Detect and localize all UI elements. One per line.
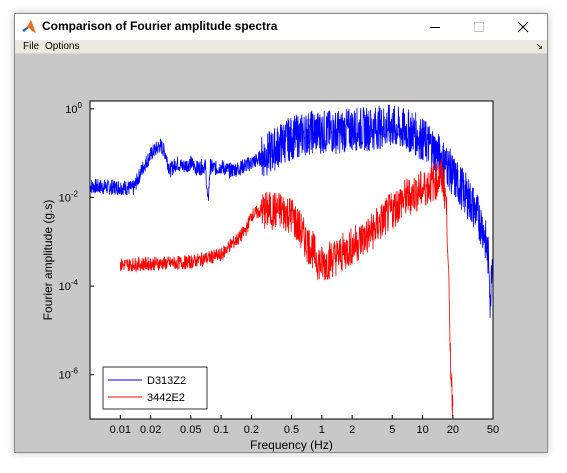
x-tick-label-0: 0.01 — [110, 424, 131, 436]
title-bar[interactable]: Comparison of Fourier amplitude spectra — [15, 14, 547, 40]
y-tick-label-0: 100 — [65, 101, 82, 116]
maximize-icon — [474, 22, 484, 32]
close-icon — [517, 21, 529, 33]
figure-window: Comparison of Fourier amplitude spectra … — [14, 13, 548, 453]
x-tick-label-1: 0.02 — [140, 424, 161, 436]
chart-legend: D313Z2 3442E2 — [102, 366, 208, 410]
legend-box — [102, 366, 208, 410]
y-tick-label-2: 10-4 — [59, 278, 79, 293]
window-title: Comparison of Fourier amplitude spectra — [42, 19, 278, 33]
x-tick-label-10: 20 — [447, 424, 459, 436]
minimize-icon — [430, 27, 440, 28]
dock-arrow-icon[interactable]: ↘ — [535, 41, 543, 51]
x-tick-label-6: 1 — [319, 424, 325, 436]
y-tick-label-1: 10-2 — [59, 189, 79, 204]
matlab-icon — [22, 20, 36, 33]
series-line-0 — [89, 104, 494, 319]
x-tick-label-2: 0.05 — [180, 424, 201, 436]
y-tick-label-3: 10-6 — [59, 367, 79, 382]
x-tick-label-5: 0.5 — [284, 424, 299, 436]
x-tick-label-9: 10 — [416, 424, 428, 436]
minimize-button[interactable] — [413, 14, 457, 40]
x-tick-label-11: 50 — [487, 424, 499, 436]
legend-label-0: D313Z2 — [147, 375, 186, 387]
maximize-button[interactable] — [457, 14, 501, 40]
x-tick-label-4: 0.2 — [244, 424, 259, 436]
x-tick-label-3: 0.1 — [213, 424, 228, 436]
y-axis-label: Fourier amplitude (g.s) — [41, 200, 55, 321]
spectrum-chart: 0.01 0.02 0.05 0.1 0.2 0.5 1 2 5 10 20 50 100 10-2 10-… — [41, 100, 499, 452]
figure-area: 0.01 0.02 0.05 0.1 0.2 0.5 1 2 5 10 20 50 100 10-2 10-… — [15, 54, 547, 452]
legend-label-1: 3442E2 — [147, 392, 185, 404]
close-button[interactable] — [501, 14, 545, 40]
x-tick-label-7: 2 — [349, 424, 355, 436]
menu-options[interactable]: Options — [45, 41, 80, 52]
x-axis-label: Frequency (Hz) — [250, 438, 333, 452]
menu-bar: File Options ↘ — [15, 40, 547, 54]
series-line-1 — [119, 158, 454, 417]
menu-file[interactable]: File — [23, 41, 40, 52]
x-tick-label-8: 5 — [389, 424, 395, 436]
